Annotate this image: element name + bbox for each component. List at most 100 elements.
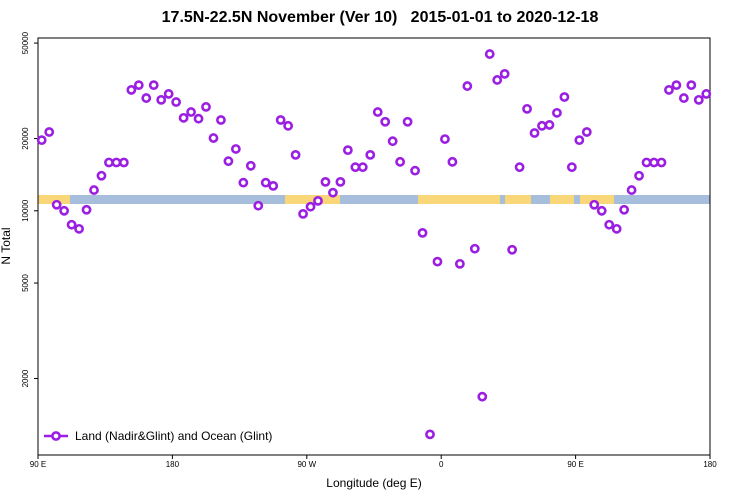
data-point bbox=[96, 170, 107, 181]
data-point bbox=[410, 165, 420, 176]
data-point bbox=[275, 115, 286, 125]
data-point bbox=[290, 149, 301, 160]
legend-label: Land (Nadir&Glint) and Ocean (Glint) bbox=[75, 429, 272, 443]
land-band bbox=[418, 195, 500, 204]
data-point bbox=[417, 227, 428, 238]
data-point bbox=[537, 120, 547, 131]
land-band bbox=[550, 195, 574, 204]
data-point bbox=[148, 80, 159, 91]
x-tick-label: 0 bbox=[439, 460, 444, 469]
y-tick-label: 50000 bbox=[21, 31, 30, 54]
data-point bbox=[186, 107, 196, 117]
data-point bbox=[477, 391, 488, 402]
data-point bbox=[492, 75, 503, 85]
data-point bbox=[365, 149, 376, 160]
data-point bbox=[328, 187, 338, 198]
data-point bbox=[238, 177, 249, 188]
data-point bbox=[507, 244, 518, 255]
y-tick-label: 20000 bbox=[21, 127, 30, 150]
data-point bbox=[649, 157, 659, 168]
data-point bbox=[298, 208, 308, 219]
data-point bbox=[126, 85, 137, 95]
data-point bbox=[462, 81, 473, 91]
x-axis-label: Longitude (deg E) bbox=[326, 476, 421, 490]
data-point bbox=[499, 68, 510, 79]
legend-marker bbox=[51, 431, 61, 441]
data-point bbox=[36, 135, 47, 146]
land-band bbox=[38, 195, 70, 204]
data-point bbox=[66, 219, 77, 230]
data-point bbox=[283, 120, 294, 131]
x-tick-label: 90 E bbox=[30, 460, 46, 469]
data-point bbox=[387, 136, 398, 147]
x-tick-label: 90 W bbox=[297, 460, 316, 469]
data-point bbox=[44, 127, 55, 137]
data-point bbox=[596, 205, 607, 216]
data-point bbox=[230, 144, 241, 154]
data-point bbox=[320, 176, 331, 187]
data-point bbox=[454, 258, 465, 269]
data-point bbox=[664, 85, 674, 95]
data-point bbox=[193, 113, 204, 124]
data-point bbox=[484, 49, 495, 59]
data-point bbox=[671, 80, 682, 91]
data-point bbox=[559, 92, 570, 102]
data-point bbox=[268, 180, 279, 191]
data-point bbox=[201, 102, 211, 112]
land-band bbox=[580, 195, 614, 204]
data-point bbox=[178, 112, 189, 123]
data-point bbox=[380, 116, 391, 127]
data-point bbox=[552, 107, 562, 118]
x-tick-label: 180 bbox=[703, 460, 717, 469]
data-point bbox=[81, 204, 92, 215]
y-tick-label: 2000 bbox=[21, 369, 30, 387]
data-point bbox=[372, 107, 383, 117]
land-ocean-band bbox=[38, 195, 710, 204]
data-point bbox=[245, 160, 256, 171]
data-point bbox=[342, 145, 353, 156]
data-point bbox=[686, 80, 697, 91]
data-point bbox=[357, 162, 368, 173]
data-point bbox=[260, 177, 271, 188]
data-point bbox=[589, 199, 600, 210]
data-point bbox=[440, 134, 450, 144]
data-point bbox=[425, 429, 435, 440]
x-tick-label: 90 E bbox=[567, 460, 583, 469]
data-point bbox=[253, 200, 264, 211]
data-point bbox=[208, 133, 219, 143]
x-tick-label: 180 bbox=[166, 460, 180, 469]
land-band bbox=[285, 195, 340, 204]
land-band bbox=[505, 195, 531, 204]
data-point bbox=[305, 201, 316, 212]
y-tick-label: 5000 bbox=[21, 274, 30, 292]
data-point bbox=[566, 162, 577, 173]
data-point bbox=[514, 162, 525, 173]
data-point bbox=[216, 115, 226, 125]
data-point bbox=[581, 127, 592, 137]
data-point bbox=[544, 120, 555, 130]
data-point bbox=[104, 157, 114, 168]
data-point bbox=[447, 156, 458, 167]
data-point bbox=[656, 157, 667, 168]
data-point bbox=[111, 157, 122, 168]
data-point bbox=[604, 219, 615, 230]
data-point bbox=[619, 204, 630, 215]
plot-frame bbox=[37, 37, 711, 456]
data-point bbox=[141, 93, 152, 103]
data-point bbox=[163, 89, 174, 99]
data-point bbox=[118, 157, 129, 168]
data-point bbox=[626, 185, 637, 195]
data-point bbox=[335, 176, 346, 187]
ocean-band bbox=[38, 195, 710, 204]
data-point bbox=[432, 256, 443, 267]
data-point bbox=[89, 185, 99, 195]
data-point bbox=[634, 170, 644, 181]
data-point bbox=[350, 162, 361, 173]
data-point bbox=[469, 243, 480, 254]
data-point bbox=[693, 94, 704, 105]
y-tick-label: 10000 bbox=[21, 199, 30, 222]
data-point bbox=[59, 205, 70, 216]
data-point bbox=[133, 80, 144, 91]
data-point bbox=[522, 103, 532, 114]
data-point bbox=[51, 199, 62, 210]
